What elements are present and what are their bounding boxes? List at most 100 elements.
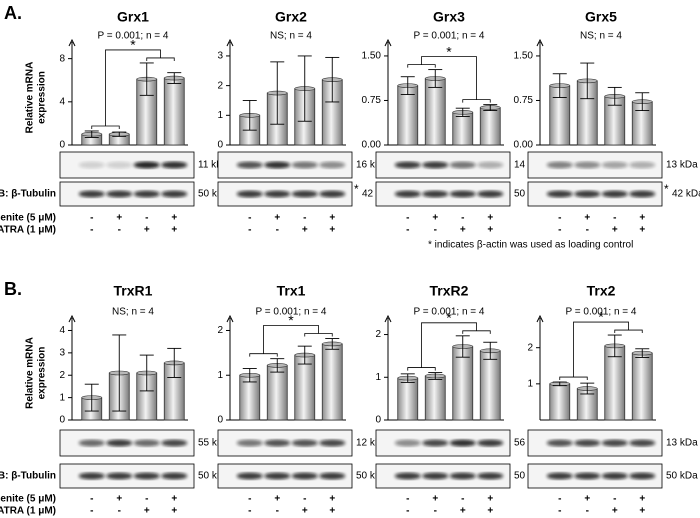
axis-arrow bbox=[68, 38, 76, 47]
axis-arrow bbox=[384, 38, 392, 47]
bar bbox=[479, 107, 501, 146]
blot-band bbox=[133, 439, 160, 447]
blot-band bbox=[477, 161, 504, 169]
error-bar bbox=[428, 372, 443, 380]
error-bar bbox=[607, 334, 622, 358]
treatment-sign: - bbox=[248, 494, 251, 505]
annotation: P = 0.001; n = 4 bbox=[414, 307, 485, 318]
error-bar bbox=[635, 348, 650, 358]
y-tick-label: 1 bbox=[217, 110, 223, 121]
treatment-sign: - bbox=[586, 225, 589, 236]
blot-band bbox=[161, 472, 188, 480]
panel-label: A. bbox=[4, 3, 22, 23]
error-bar bbox=[483, 104, 498, 112]
blot-band bbox=[236, 190, 263, 198]
chart-title: Trx2 bbox=[587, 283, 616, 299]
treatment-sign: + bbox=[116, 494, 122, 505]
bar bbox=[631, 352, 653, 421]
significance-marker: * bbox=[288, 312, 294, 328]
blot-band bbox=[574, 190, 601, 198]
blot-band bbox=[319, 439, 346, 447]
significance-marker: * bbox=[446, 43, 452, 59]
error-bar bbox=[297, 345, 312, 365]
annotation: NS; n = 4 bbox=[580, 31, 622, 42]
treatment-sign: - bbox=[586, 506, 589, 517]
error-bar bbox=[580, 382, 595, 395]
treatment-sign: + bbox=[487, 225, 493, 236]
axis-arrow bbox=[384, 314, 392, 323]
bar bbox=[424, 375, 446, 421]
treatment-sign: + bbox=[460, 225, 466, 236]
y-tick-label: 2 bbox=[527, 342, 533, 353]
treatment-sign: - bbox=[303, 213, 306, 224]
bar bbox=[163, 77, 185, 146]
blot-band bbox=[601, 472, 628, 480]
axis-arrow bbox=[226, 38, 234, 47]
y-tick-label: 3 bbox=[59, 347, 65, 358]
blot-band bbox=[546, 439, 573, 447]
blot-band bbox=[78, 161, 105, 169]
y-tick-label: 1 bbox=[527, 378, 533, 389]
treatment-sign: - bbox=[90, 213, 93, 224]
treatment-sign: + bbox=[584, 213, 590, 224]
blot-band bbox=[574, 472, 601, 480]
treatment-sign: + bbox=[329, 213, 335, 224]
treatment-sign: + bbox=[487, 494, 493, 505]
error-bar bbox=[139, 62, 154, 96]
axis-arrow bbox=[536, 38, 544, 47]
blot-band bbox=[291, 161, 318, 169]
blot-band bbox=[133, 190, 160, 198]
y-tick-label: 2 bbox=[217, 80, 223, 91]
error-bar bbox=[270, 61, 285, 125]
bar bbox=[321, 343, 343, 421]
treatment-sign: - bbox=[145, 494, 148, 505]
blot-band bbox=[574, 161, 601, 169]
blot-mark: * bbox=[354, 182, 359, 196]
y-axis-label: Relative mRNA bbox=[25, 337, 36, 409]
chart-title: Grx3 bbox=[433, 9, 465, 25]
blot-label: 13 kDa bbox=[666, 160, 698, 171]
treatment-sign: + bbox=[329, 506, 335, 517]
y-axis-label: expression bbox=[37, 71, 48, 124]
bar bbox=[549, 383, 571, 421]
treatment-sign: - bbox=[303, 494, 306, 505]
blot-band bbox=[422, 190, 449, 198]
treatment-sign: - bbox=[613, 494, 616, 505]
y-tick-label: 0.00 bbox=[362, 140, 382, 151]
treatment-sign: - bbox=[276, 506, 279, 517]
treatment-label: ATRA (1 μM) bbox=[0, 225, 56, 236]
annotation: NS; n = 4 bbox=[270, 31, 312, 42]
treatment-sign: - bbox=[145, 213, 148, 224]
blot-band bbox=[78, 439, 105, 447]
blot-band bbox=[236, 472, 263, 480]
significance-bracket bbox=[559, 321, 643, 381]
treatment-sign: + bbox=[612, 506, 618, 517]
treatment-sign: - bbox=[613, 213, 616, 224]
blot-band bbox=[449, 190, 476, 198]
treatment-sign: + bbox=[487, 506, 493, 517]
error-bar bbox=[167, 347, 182, 378]
treatment-sign: - bbox=[461, 494, 464, 505]
blot-band bbox=[477, 439, 504, 447]
error-bar bbox=[635, 92, 650, 112]
blot-label: 50 kDa bbox=[356, 471, 388, 482]
blot-band bbox=[106, 190, 133, 198]
blot-band bbox=[629, 190, 656, 198]
treatment-sign: - bbox=[558, 506, 561, 517]
blot-band bbox=[422, 472, 449, 480]
treatment-sign: + bbox=[116, 213, 122, 224]
blot-band bbox=[394, 439, 421, 447]
treatment-sign: - bbox=[90, 494, 93, 505]
blot-band bbox=[546, 190, 573, 198]
blot-label: 50 kDa bbox=[198, 189, 230, 200]
blot-band bbox=[291, 439, 318, 447]
blot-band bbox=[477, 190, 504, 198]
treatment-sign: - bbox=[118, 506, 121, 517]
significance-marker: * bbox=[598, 309, 604, 325]
treatment-sign: + bbox=[171, 506, 177, 517]
treatment-sign: - bbox=[558, 494, 561, 505]
treatment-sign: - bbox=[406, 213, 409, 224]
blot-band bbox=[291, 190, 318, 198]
blot-band bbox=[161, 190, 188, 198]
treatment-sign: - bbox=[276, 225, 279, 236]
